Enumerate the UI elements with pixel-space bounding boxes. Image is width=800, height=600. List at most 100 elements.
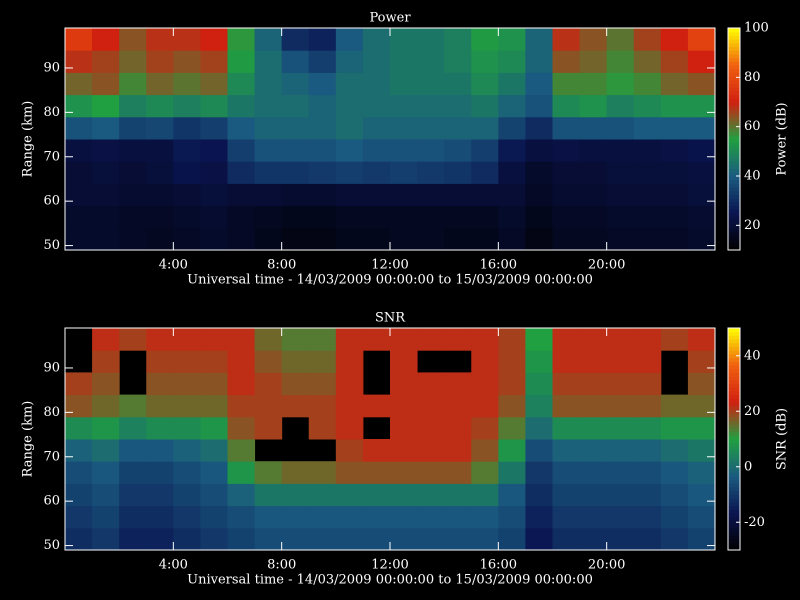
heatmap-cell	[281, 183, 310, 207]
colorbar-step	[728, 427, 740, 433]
heatmap-cell	[362, 139, 391, 162]
heatmap-cell	[687, 372, 716, 396]
heatmap-cell	[579, 350, 608, 373]
colorbar-step	[728, 242, 740, 247]
heatmap-cell	[579, 139, 608, 162]
colorbar-step	[728, 68, 740, 73]
heatmap-cell	[362, 394, 391, 418]
heatmap-cell	[633, 183, 662, 207]
heatmap-cell	[227, 139, 256, 162]
heatmap-cell	[633, 416, 662, 440]
colorbar-step	[728, 368, 740, 373]
colorbar-step	[728, 150, 740, 155]
heatmap-cell	[281, 50, 310, 73]
heatmap-cell	[146, 205, 174, 229]
heatmap-cell	[633, 505, 662, 529]
y-tick-label: 60	[43, 194, 60, 209]
heatmap-cell	[498, 161, 526, 184]
heatmap-cell	[687, 483, 716, 507]
heatmap-cell	[335, 183, 364, 207]
heatmap-cell	[552, 372, 581, 396]
heatmap-cell	[606, 139, 635, 162]
heatmap-cell	[633, 394, 662, 418]
heatmap-cell	[308, 394, 337, 418]
heatmap-cell	[498, 227, 526, 251]
colorbar-step	[728, 135, 740, 140]
heatmap-cell	[254, 94, 283, 118]
colorbar-step	[728, 246, 740, 251]
x-axis-label: Universal time - 14/03/2009 00:00:00 to …	[187, 273, 593, 288]
heatmap-cell	[633, 94, 662, 118]
colorbar-step	[728, 431, 740, 436]
heatmap-cell	[579, 161, 608, 184]
heatmap-cell	[471, 116, 499, 140]
heatmap-cell	[362, 94, 391, 118]
heatmap-cell	[606, 483, 635, 507]
heatmap-cell	[65, 205, 93, 229]
heatmap-cell	[687, 527, 716, 551]
colorbar-step	[728, 361, 740, 366]
heatmap-cell	[606, 28, 635, 51]
heatmap-cell	[173, 205, 201, 229]
heatmap-cell	[335, 350, 364, 373]
heatmap-cell	[281, 372, 310, 396]
heatmap-cell	[254, 483, 283, 507]
heatmap-cell	[498, 72, 526, 96]
heatmap-cell	[552, 328, 581, 351]
heatmap-cell	[146, 461, 174, 484]
y-tick-label: 60	[43, 494, 60, 509]
colorbar-step	[728, 513, 740, 518]
colorbar-step	[728, 457, 740, 462]
heatmap-cell	[173, 227, 201, 251]
colorbar-step	[728, 383, 740, 388]
heatmap-cell	[687, 350, 716, 373]
heatmap-cell	[308, 139, 337, 162]
heatmap-cell	[173, 527, 201, 551]
colorbar-step	[728, 72, 740, 77]
heatmap-cell	[227, 461, 256, 484]
heatmap-cell	[660, 139, 689, 162]
colorbar-step	[728, 461, 740, 466]
heatmap-cell	[552, 527, 581, 551]
heatmap-cell	[579, 461, 608, 484]
colorbar-step	[728, 224, 740, 229]
y-tick-label: 90	[43, 60, 60, 75]
heatmap-cell	[146, 350, 174, 373]
heatmap-cell	[417, 416, 445, 440]
heatmap-cell	[200, 28, 228, 51]
colorbar-step	[728, 498, 740, 503]
heatmap-cell	[498, 205, 526, 229]
heatmap-cell	[200, 139, 228, 162]
colorbar-step	[728, 424, 740, 429]
heatmap-cell	[606, 350, 635, 373]
colorbar-step	[728, 235, 740, 240]
heatmap-cell	[579, 227, 608, 251]
colorbar-step	[728, 468, 740, 473]
heatmap-cell	[146, 527, 174, 551]
heatmap-cell	[660, 527, 689, 551]
heatmap-cell	[579, 94, 608, 118]
heatmap-cell	[173, 350, 201, 373]
heatmap-cell	[390, 50, 418, 73]
heatmap-cell	[362, 72, 391, 96]
heatmap-cell	[606, 227, 635, 251]
heatmap-cell	[417, 394, 445, 418]
colorbar-step	[728, 435, 740, 440]
heatmap-cell	[417, 439, 445, 462]
heatmap-cell	[200, 227, 228, 251]
heatmap-cell	[227, 505, 256, 529]
heatmap-cell	[417, 28, 445, 51]
heatmap-cell	[254, 139, 283, 162]
heatmap-cell	[173, 328, 201, 351]
heatmap-cell	[606, 161, 635, 184]
heatmap-cell	[146, 439, 174, 462]
heatmap-cell	[281, 328, 310, 351]
heatmap-cell	[552, 139, 581, 162]
heatmap-cell	[498, 116, 526, 140]
heatmap-cell	[471, 183, 499, 207]
heatmap-cell	[444, 116, 472, 140]
colorbar-tick-label: 20	[744, 218, 761, 233]
heatmap-cell	[498, 372, 526, 396]
heatmap-cell	[227, 394, 256, 418]
heatmap-cell	[552, 28, 581, 51]
